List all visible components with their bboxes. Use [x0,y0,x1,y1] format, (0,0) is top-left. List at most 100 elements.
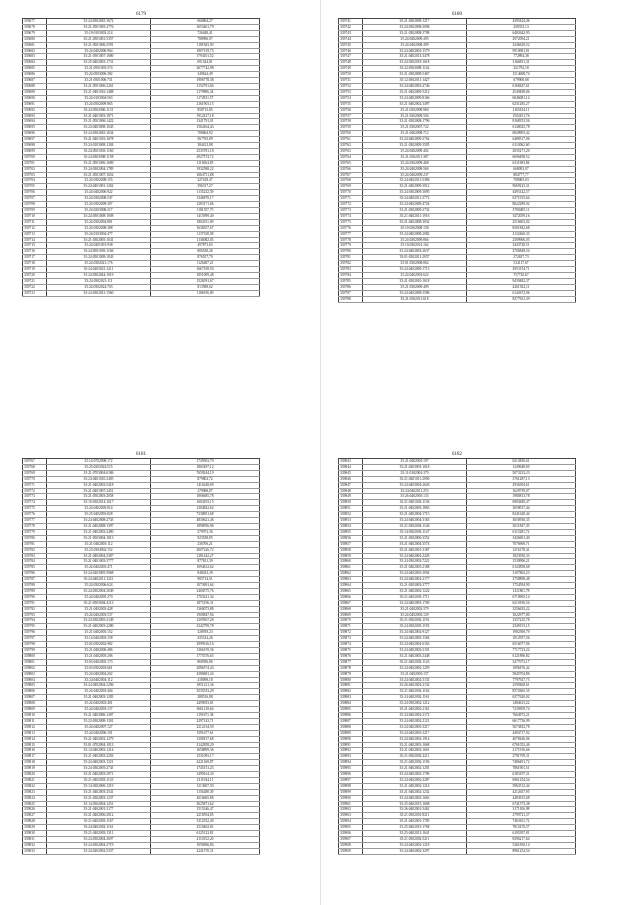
cadastral-number-cell: 35:21:0402003:1283 [46,694,151,702]
row-id-cell: 339755 [338,101,363,108]
row-id-cell: 339722 [22,284,47,291]
value-cell: 6761052,46 [466,742,576,749]
row-id-cell: 339770 [338,189,363,197]
row-id-cell: 339769 [338,183,363,191]
table-row: 339909 35:24:0402002:3297 8961254,54 [338,848,576,855]
value-cell: 1514068,74 [466,71,576,79]
value-cell: 1135232,59 [150,189,260,197]
row-id-cell: 339697 [22,136,47,144]
table-row: 339682 35:24:0402006:964 1807159,75 [22,48,260,55]
value-cell: 6105397,81 [466,830,576,837]
cadastral-number-cell: 35:24:0302004:2049 [46,588,151,595]
row-id-cell: 339775 [22,505,47,513]
value-cell: 2460575,76 [150,588,260,595]
row-id-cell: 339782 [338,260,363,268]
cadastral-number-cell: 35:24:0501003:1166 [46,248,151,256]
cadastral-number-cell: 35:21:0302007:722 [362,124,467,132]
table-row: 339778 35:24:0302009:866 2509906,05 [338,237,576,244]
table-row: 339771 35:24:0402011:3772 6371915,64 [338,195,576,203]
table-row: 339832 35:24:0302004:2719 1056966,84 [22,842,260,849]
cadastral-number-cell: 35:21:0402002:1162 [362,688,467,696]
row-id-cell: 339801 [22,659,47,666]
cadastral-number-cell: 35:24:0402003:3094 [362,570,467,578]
value-cell: 3312532,40 [150,818,260,826]
row-id-cell: 339784 [22,558,47,566]
value-cell: 7815470,57 [466,824,576,832]
row-id-cell: 339853 [338,517,363,524]
row-id-cell: 339793 [22,612,47,619]
table-row: 339686 35:24:0503006:382 349624,49 [22,71,260,79]
row-id-cell: 339904 [338,818,363,826]
cadastral-number-cell: 35:01:0302008:862 [362,260,467,268]
row-id-cell: 339778 [22,523,47,530]
row-id-cell: 339887 [338,718,363,725]
row-id-cell: 339756 [338,107,363,114]
cadastral-number-cell: 35:24:0302005:2745 [46,765,151,773]
row-id-cell: 339875 [338,647,363,654]
cadastral-number-cell: 35:24:0302009:307 [46,201,151,208]
row-id-cell: 339762 [338,142,363,149]
table-row: 339892 35:21:0402002:1661 2171916,66 [338,747,576,755]
table-row: 339826 35:21:0402001:3177 1515346,47 [22,806,260,814]
cadastral-number-cell: 35:24:0502006:1131 [46,107,151,114]
table-row: 339708 35:24:0302009:307 1283171,66 [22,201,260,208]
value-cell: 6142672,06 [466,290,576,297]
value-cell: 279068,87 [150,488,260,495]
value-cell: 1181557,75 [150,207,260,214]
value-cell: 272637,73 [466,254,576,262]
table-row: 339828 35:21:0402003:1167 3312532,40 [22,818,260,826]
value-cell: 7659244,19 [150,470,260,477]
value-cell: 396317,27 [150,183,260,191]
row-id-cell: 339903 [338,812,363,820]
value-cell: 2007226,72 [150,547,260,554]
cadastral-number-cell: 35:26:0402001:5462 [362,806,467,814]
table-row: 339700 35:24:0303008:1158 2927574,72 [22,154,260,161]
table-row: 339716 35:24:0501003:1166 806528,26 [22,248,260,256]
value-cell: 534117,67 [466,260,576,268]
row-id-cell: 339811 [22,718,47,725]
row-id-cell: 339782 [22,547,47,554]
value-cell: 1530996,21 [466,558,576,566]
table-row: 339769 35:21:0402009:3012 9669223,31 [338,183,576,191]
table-row: 339796 35:21:0402005:152 328939,23 [22,629,260,637]
value-cell: 877651,39 [150,558,260,566]
cadastral-number-cell: 35:24:0402003:1304 [362,635,467,643]
table-row: 339744 35:24:0402009:495 2972094,21 [338,36,576,43]
value-cell: 1875196,31 [150,600,260,607]
table-row: 339720 35:24:0302044:1019 1851009,48 [22,272,260,279]
row-id-cell: 339767 [338,172,363,179]
row-id-cell: 339871 [338,623,363,631]
cadastral-number-cell: 35:14:0402003:158 [46,635,151,643]
row-id-cell: 339867 [338,600,363,607]
cadastral-number-cell: 35:21:0402003:428 [46,606,151,613]
table-row: 339773 35:21:0502003:2058 1806685,78 [22,493,260,501]
row-id-cell: 339880 [338,677,363,684]
cadastral-number-cell: 35:24:0402002:1161 [46,824,151,832]
table-row: 339822 35:14:0302006:1219 1213607,50 [22,783,260,790]
table-row: 339897 35:24:0402002:3287 6961254,54 [338,777,576,784]
value-cell: 3758898,48 [466,576,576,584]
cadastral-number-cell: 35:21:0402013:3478 [362,53,467,61]
table-row: 339865 35:21:0402002:1222 1411801,78 [338,588,576,595]
row-id-cell: 339809 [22,706,47,713]
row-id-cell: 339900 [338,795,363,802]
row-id-cell: 339881 [338,682,363,690]
table-row: 339886 35:24:0402002:3172 7664973,21 [338,712,576,719]
value-cell: 1823950,33 [466,553,576,560]
value-cell: 2972094,21 [466,36,576,43]
table-row: 339876 35:21:0402003:2448 6121896,82 [338,653,576,660]
row-id-cell: 339761 [338,136,363,144]
table-row: 339741 35:21:0302008:1217 4395424,46 [338,18,576,25]
row-id-cell: 339785 [22,564,47,572]
table-row: 339895 35:21:0402002:1201 7861901,51 [338,765,576,773]
table-row: 339692 35:24:0502006:1131 858715,85 [22,107,260,114]
cadastral-number-cell: 35:21:0302008:504 [362,113,467,120]
value-cell: 7486491,72 [466,759,576,767]
table-row: 339901 35:25:0402015:1668 6741573,38 [338,801,576,808]
row-id-cell: 339805 [22,682,47,690]
cadastral-number-cell: 35:21:0302006:3552 [362,535,467,542]
value-cell: 321792,18 [466,65,576,73]
value-cell: 1980813,78 [466,493,576,501]
cadastral-number-cell: 35:24:0402003:401 [46,700,151,708]
table-row: 339767 35:14:0702008:172 1749563,79 [22,458,260,465]
